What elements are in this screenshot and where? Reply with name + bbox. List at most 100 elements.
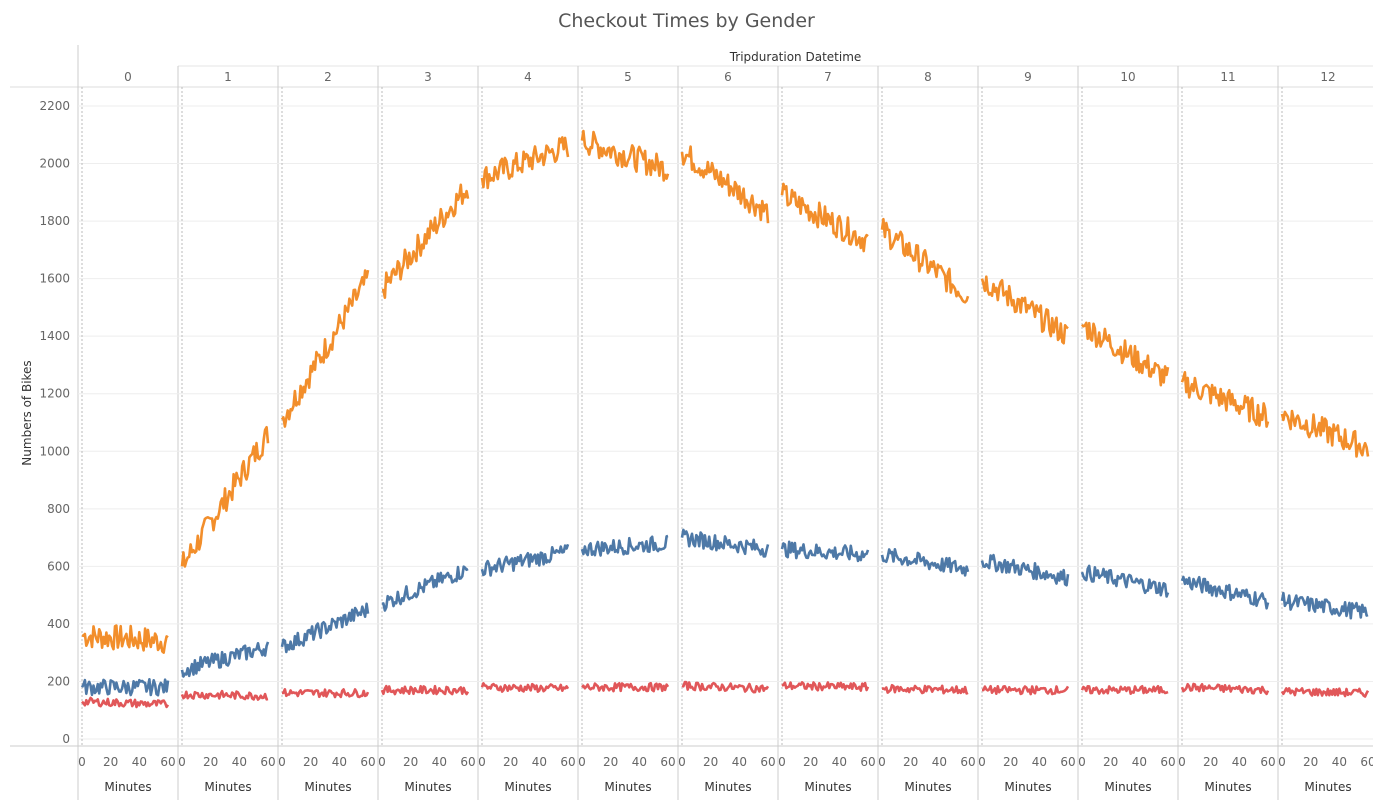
y-tick-label: 800 xyxy=(47,502,70,516)
x-tick-label: 0 xyxy=(478,755,486,769)
y-tick-label: 200 xyxy=(47,674,70,688)
x-axis-label: Minutes xyxy=(504,780,551,794)
series-line-1-panel-3 xyxy=(381,565,469,612)
series-line-2-panel-7 xyxy=(781,681,870,692)
x-axis-label: Minutes xyxy=(104,780,151,794)
x-axis-label: Minutes xyxy=(304,780,351,794)
series-line-0-panel-4 xyxy=(480,136,570,190)
panel-header-label: 2 xyxy=(324,70,332,84)
x-tick-label: 40 xyxy=(1132,755,1147,769)
x-tick-label: 0 xyxy=(78,755,86,769)
x-tick-label: 20 xyxy=(303,755,318,769)
panel-header-label: 0 xyxy=(124,70,132,84)
series-line-1-panel-1 xyxy=(180,641,270,678)
x-tick-label: 40 xyxy=(232,755,247,769)
label-layer: 0200400600800100012001400160018002000220… xyxy=(20,50,1373,794)
x-tick-label: 40 xyxy=(932,755,947,769)
x-axis-label: Minutes xyxy=(404,780,451,794)
series-line-1-panel-5 xyxy=(580,534,669,557)
x-axis-label: Minutes xyxy=(604,780,651,794)
series-line-0-panel-8 xyxy=(880,217,970,304)
series-line-0-panel-3 xyxy=(381,183,470,299)
x-tick-label: 0 xyxy=(878,755,886,769)
x-tick-label: 0 xyxy=(278,755,286,769)
x-tick-label: 0 xyxy=(1178,755,1186,769)
series-line-0-panel-11 xyxy=(1180,371,1270,428)
series-line-2-panel-8 xyxy=(882,683,969,695)
y-tick-label: 2200 xyxy=(39,99,70,113)
y-tick-label: 1800 xyxy=(39,214,70,228)
series-line-1-panel-7 xyxy=(780,540,870,563)
y-tick-label: 1000 xyxy=(39,444,70,458)
y-tick-label: 2000 xyxy=(39,157,70,171)
x-tick-label: 0 xyxy=(178,755,186,769)
x-tick-label: 40 xyxy=(1332,755,1347,769)
column-header-label: Tripduration Datetime xyxy=(729,50,862,64)
series-line-1-panel-8 xyxy=(880,548,970,577)
x-tick-label: 40 xyxy=(532,755,547,769)
panel-header-label: 8 xyxy=(924,70,932,84)
series-line-2-panel-9 xyxy=(982,684,1070,696)
series-line-0-panel-7 xyxy=(780,182,869,253)
y-tick-label: 1600 xyxy=(39,272,70,286)
series-line-0-panel-1 xyxy=(180,426,270,568)
x-tick-label: 20 xyxy=(1303,755,1318,769)
x-tick-label: 40 xyxy=(1032,755,1047,769)
series-line-1-panel-9 xyxy=(980,553,1070,587)
x-tick-label: 60 xyxy=(1060,755,1075,769)
x-tick-label: 20 xyxy=(603,755,618,769)
x-tick-label: 40 xyxy=(332,755,347,769)
y-tick-label: 0 xyxy=(62,732,70,746)
x-tick-label: 20 xyxy=(503,755,518,769)
y-axis-label: Numbers of Bikes xyxy=(20,360,34,465)
panel-header-label: 9 xyxy=(1024,70,1032,84)
series-line-2-panel-6 xyxy=(681,680,770,694)
x-tick-label: 40 xyxy=(832,755,847,769)
x-tick-label: 20 xyxy=(403,755,418,769)
series-line-2-panel-1 xyxy=(180,689,269,701)
x-tick-label: 60 xyxy=(860,755,875,769)
y-tick-label: 600 xyxy=(47,559,70,573)
x-tick-label: 60 xyxy=(960,755,975,769)
series-line-2-panel-0 xyxy=(81,696,170,709)
x-tick-label: 60 xyxy=(260,755,275,769)
panel-header-label: 12 xyxy=(1320,70,1335,84)
panel-header-label: 7 xyxy=(824,70,832,84)
x-tick-label: 60 xyxy=(1360,755,1373,769)
series-line-2-panel-10 xyxy=(1080,684,1169,695)
series-line-1-panel-11 xyxy=(1180,575,1270,610)
x-tick-label: 60 xyxy=(1260,755,1275,769)
series-line-2-panel-3 xyxy=(380,684,470,696)
x-tick-label: 60 xyxy=(460,755,475,769)
x-axis-label: Minutes xyxy=(1004,780,1051,794)
panel-header-label: 6 xyxy=(724,70,732,84)
panel-header-label: 4 xyxy=(524,70,532,84)
x-axis-label: Minutes xyxy=(704,780,751,794)
x-tick-label: 20 xyxy=(903,755,918,769)
panel-header-label: 10 xyxy=(1120,70,1135,84)
panel-header-label: 3 xyxy=(424,70,432,84)
series-line-0-panel-12 xyxy=(1280,409,1370,458)
panel-header-label: 5 xyxy=(624,70,632,84)
x-axis-label: Minutes xyxy=(1104,780,1151,794)
series-line-2-panel-5 xyxy=(581,681,670,693)
panel-header-label: 1 xyxy=(224,70,232,84)
series-line-2-panel-11 xyxy=(1180,682,1270,696)
x-axis-label: Minutes xyxy=(1304,780,1351,794)
x-tick-label: 0 xyxy=(778,755,786,769)
series-line-0-panel-0 xyxy=(81,624,169,654)
x-tick-label: 20 xyxy=(103,755,118,769)
series-line-1-panel-0 xyxy=(80,678,170,697)
x-tick-label: 60 xyxy=(160,755,175,769)
series-line-0-panel-5 xyxy=(580,129,670,182)
y-tick-label: 1200 xyxy=(39,387,70,401)
x-tick-label: 20 xyxy=(803,755,818,769)
grid-layer xyxy=(78,87,1373,746)
x-tick-label: 20 xyxy=(203,755,218,769)
x-tick-label: 0 xyxy=(1078,755,1086,769)
series-line-2-panel-2 xyxy=(281,688,370,699)
x-tick-label: 40 xyxy=(432,755,447,769)
x-tick-label: 0 xyxy=(378,755,386,769)
x-tick-label: 20 xyxy=(1003,755,1018,769)
